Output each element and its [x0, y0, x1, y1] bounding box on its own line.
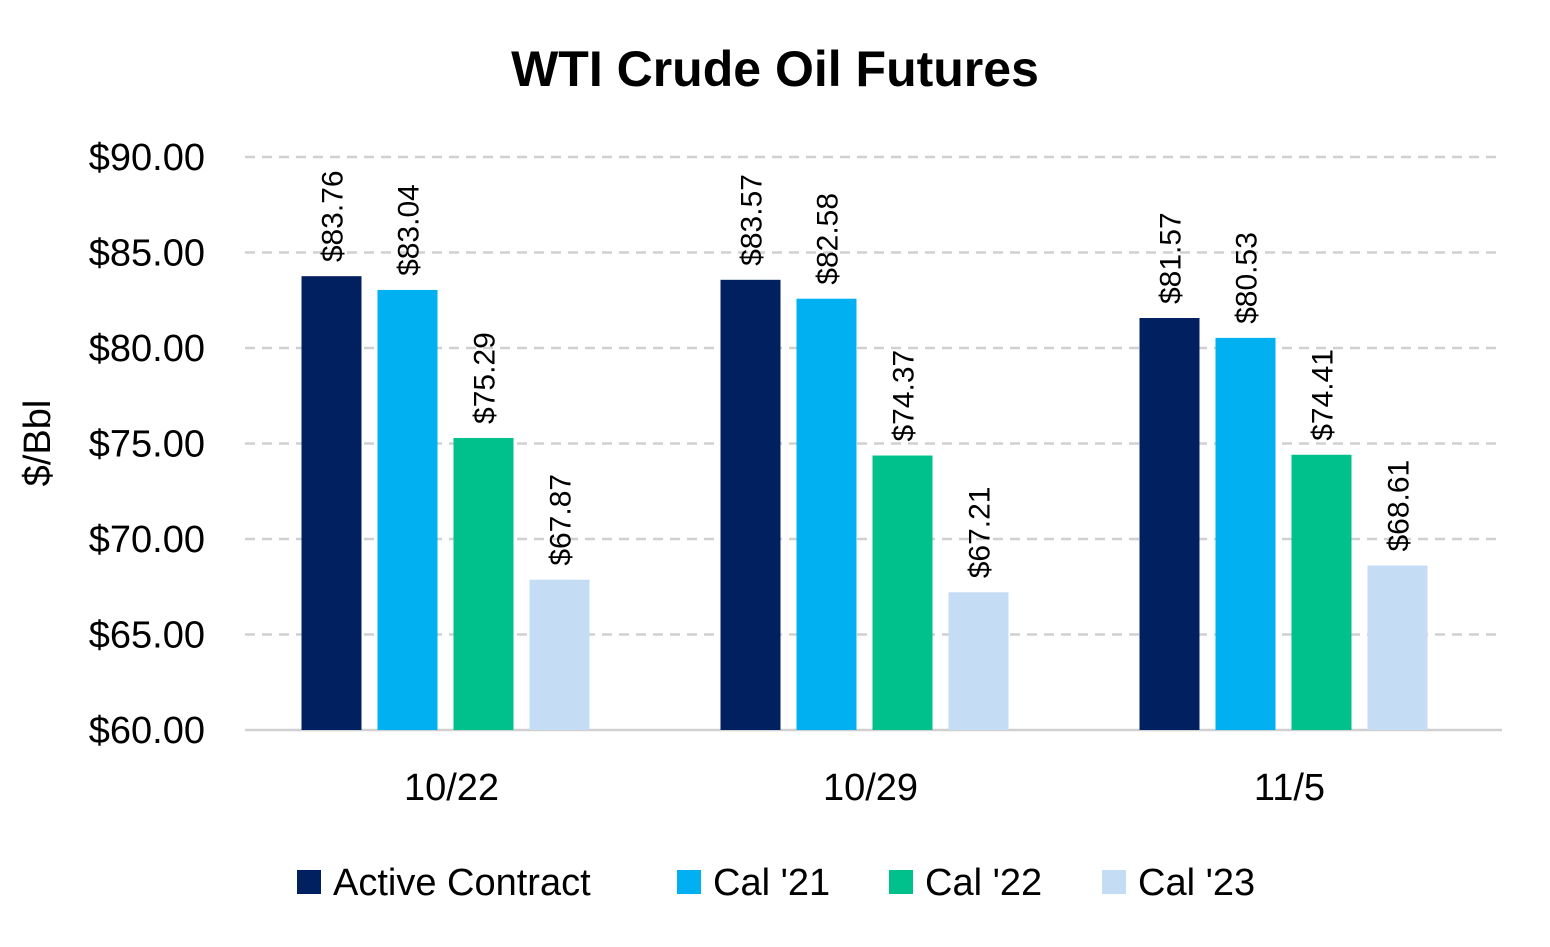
data-label: $81.57	[1155, 212, 1188, 304]
legend-label: Cal '23	[1138, 862, 1255, 904]
data-label: $80.53	[1231, 232, 1264, 324]
bar	[377, 289, 438, 730]
data-label: $74.37	[888, 350, 921, 442]
data-label: $75.29	[469, 332, 502, 424]
bar	[1139, 318, 1200, 730]
chart-title: WTI Crude Oil Futures	[511, 41, 1039, 97]
y-tick-label: $75.00	[89, 424, 205, 466]
bar	[301, 276, 362, 730]
bar	[948, 592, 1009, 730]
bar	[720, 279, 781, 730]
bar	[872, 455, 933, 730]
bar	[529, 579, 590, 730]
x-tick-label: 10/22	[404, 767, 499, 809]
legend-swatch	[889, 870, 913, 894]
data-label: $74.41	[1307, 349, 1340, 441]
data-label: $83.57	[736, 174, 769, 266]
bar	[1291, 454, 1352, 730]
data-label: $82.58	[812, 193, 845, 285]
data-label: $83.04	[393, 184, 426, 276]
bar	[1367, 565, 1428, 730]
legend-swatch	[1102, 870, 1126, 894]
data-label: $67.21	[964, 487, 997, 579]
y-tick-label: $70.00	[89, 519, 205, 561]
x-tick-label: 11/5	[1254, 767, 1325, 809]
legend-label: Active Contract	[333, 862, 591, 904]
data-label: $67.87	[545, 474, 578, 566]
data-label: $68.61	[1383, 460, 1416, 552]
y-tick-label: $85.00	[89, 233, 205, 275]
y-axis-label: $/Bbl	[17, 400, 59, 487]
y-tick-label: $65.00	[89, 615, 205, 657]
y-tick-label: $60.00	[89, 710, 205, 752]
legend-swatch	[677, 870, 701, 894]
data-label: $83.76	[317, 170, 350, 262]
bar	[796, 298, 857, 730]
bar	[1215, 337, 1276, 730]
y-tick-label: $80.00	[89, 328, 205, 370]
x-tick-label: 10/29	[823, 767, 918, 809]
legend-swatch	[297, 870, 321, 894]
legend-label: Cal '22	[925, 862, 1042, 904]
bar	[453, 437, 514, 730]
y-tick-label: $90.00	[89, 137, 205, 179]
legend-label: Cal '21	[713, 862, 830, 904]
